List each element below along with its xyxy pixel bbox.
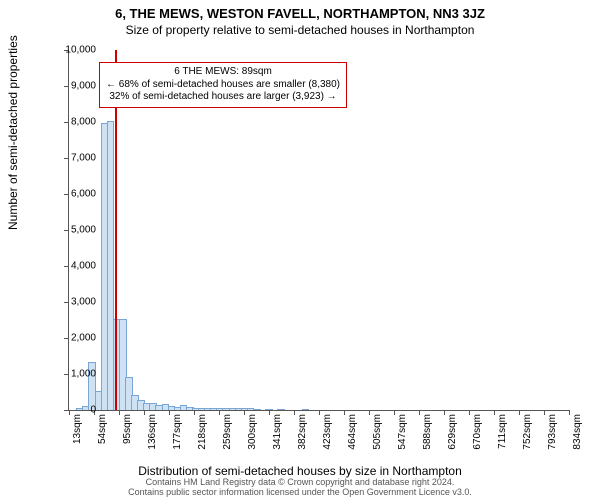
footer-line2: Contains public sector information licen… <box>0 488 600 498</box>
xtick-mark <box>269 410 270 415</box>
xtick-label: 218sqm <box>197 414 208 450</box>
xtick-label: 670sqm <box>472 414 483 450</box>
xtick-mark <box>144 410 145 415</box>
histogram-bar <box>302 409 310 410</box>
xtick-label: 341sqm <box>272 414 283 450</box>
xtick-mark <box>169 410 170 415</box>
xtick-label: 505sqm <box>372 414 383 450</box>
xtick-mark <box>219 410 220 415</box>
page-subtitle: Size of property relative to semi-detach… <box>0 21 600 37</box>
xtick-label: 588sqm <box>422 414 433 450</box>
plot-area: 6 THE MEWS: 89sqm ← 68% of semi-detached… <box>68 50 569 411</box>
ytick-label: 1,000 <box>56 369 96 380</box>
xtick-label: 382sqm <box>297 414 308 450</box>
xtick-mark <box>544 410 545 415</box>
xtick-mark <box>369 410 370 415</box>
ytick-label: 5,000 <box>56 225 96 236</box>
ytick-label: 9,000 <box>56 81 96 92</box>
ytick-label: 8,000 <box>56 117 96 128</box>
xtick-mark <box>194 410 195 415</box>
annotation-title: 6 THE MEWS: 89sqm <box>106 66 340 79</box>
xtick-mark <box>419 410 420 415</box>
histogram-bar <box>277 409 285 410</box>
xtick-mark <box>469 410 470 415</box>
xtick-label: 300sqm <box>247 414 258 450</box>
chart-container: { "title": "6, THE MEWS, WESTON FAVELL, … <box>0 0 600 500</box>
ytick-label: 7,000 <box>56 153 96 164</box>
xtick-label: 95sqm <box>122 414 133 444</box>
histogram-bar <box>265 409 273 410</box>
xtick-mark <box>444 410 445 415</box>
xtick-label: 259sqm <box>222 414 233 450</box>
xtick-label: 136sqm <box>147 414 158 450</box>
ytick-label: 2,000 <box>56 333 96 344</box>
xtick-label: 54sqm <box>97 414 108 444</box>
xtick-mark <box>394 410 395 415</box>
footer-attribution: Contains HM Land Registry data © Crown c… <box>0 478 600 498</box>
ytick-label: 4,000 <box>56 261 96 272</box>
xtick-mark <box>344 410 345 415</box>
xtick-mark <box>319 410 320 415</box>
xtick-label: 629sqm <box>447 414 458 450</box>
chart-area: 6 THE MEWS: 89sqm ← 68% of semi-detached… <box>68 50 568 410</box>
ytick-label: 6,000 <box>56 189 96 200</box>
xtick-label: 711sqm <box>497 414 508 449</box>
xtick-label: 423sqm <box>322 414 333 450</box>
ytick-label: 0 <box>56 405 96 416</box>
xtick-mark <box>119 410 120 415</box>
ytick-label: 3,000 <box>56 297 96 308</box>
xtick-label: 752sqm <box>522 414 533 450</box>
page-title: 6, THE MEWS, WESTON FAVELL, NORTHAMPTON,… <box>0 0 600 21</box>
xtick-label: 547sqm <box>397 414 408 450</box>
histogram-bar <box>253 409 261 411</box>
y-axis-label: Number of semi-detached properties <box>6 35 20 230</box>
x-axis-label: Distribution of semi-detached houses by … <box>0 464 600 478</box>
xtick-label: 793sqm <box>547 414 558 450</box>
annotation-line-smaller: ← 68% of semi-detached houses are smalle… <box>106 79 340 92</box>
xtick-label: 464sqm <box>347 414 358 450</box>
annotation-box: 6 THE MEWS: 89sqm ← 68% of semi-detached… <box>99 62 347 108</box>
annotation-line-larger: 32% of semi-detached houses are larger (… <box>106 91 340 104</box>
xtick-label: 177sqm <box>172 414 183 450</box>
xtick-mark <box>494 410 495 415</box>
xtick-label: 834sqm <box>572 414 583 450</box>
ytick-label: 10,000 <box>56 45 96 56</box>
xtick-mark <box>294 410 295 415</box>
xtick-mark <box>519 410 520 415</box>
xtick-mark <box>569 410 570 415</box>
xtick-mark <box>244 410 245 415</box>
xtick-label: 13sqm <box>72 414 83 444</box>
